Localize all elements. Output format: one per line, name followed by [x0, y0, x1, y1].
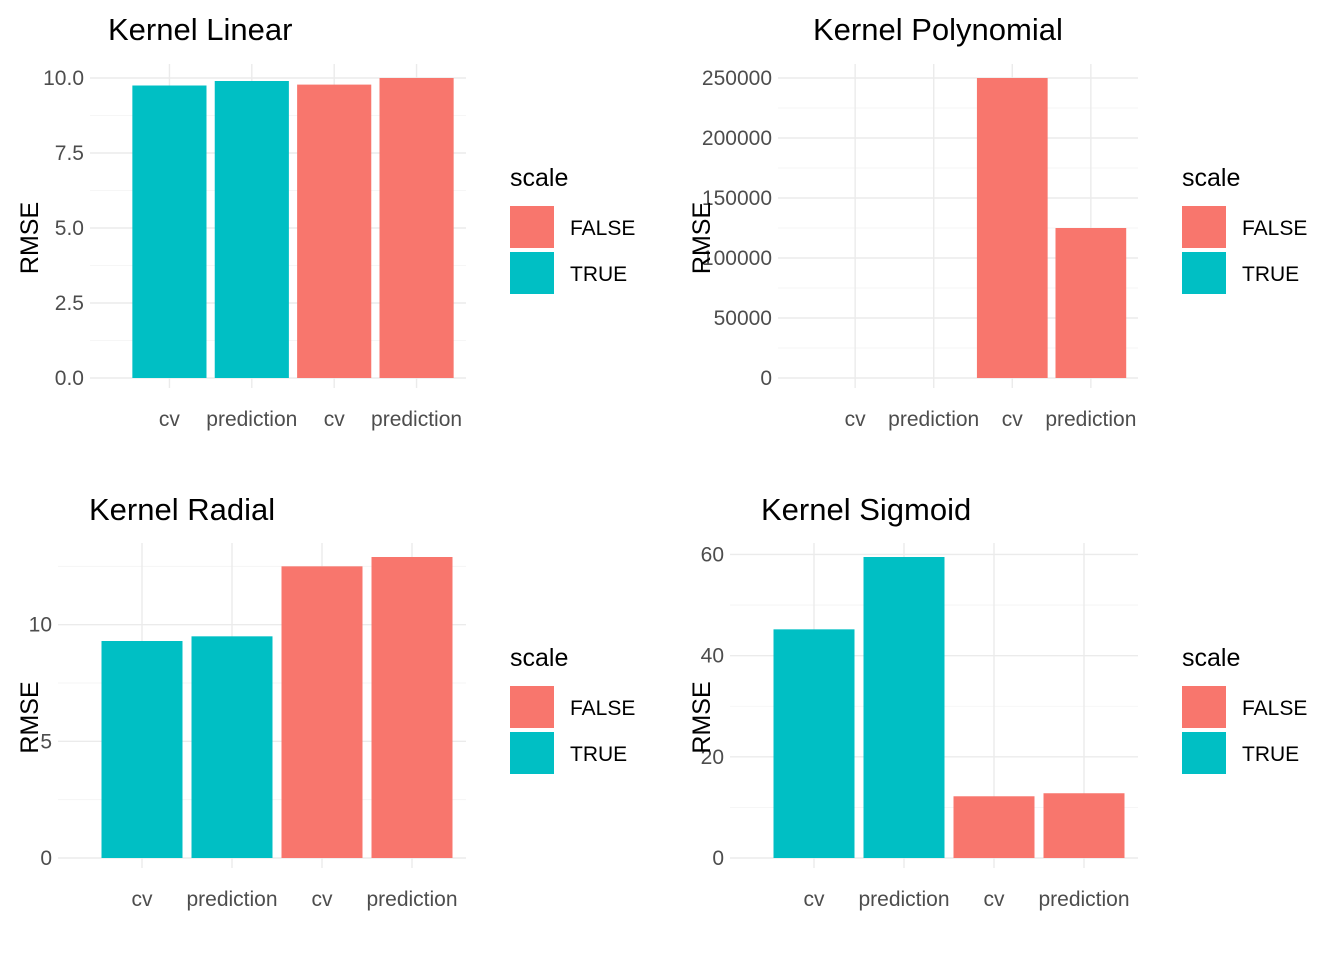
legend-key-true [510, 732, 554, 774]
legend-label-false: FALSE [1242, 697, 1307, 720]
y-axis-label: RMSE [16, 681, 44, 753]
x-tick-label: cv [804, 888, 826, 911]
chart-sigmoid: 0 20 40 60 cv prediction cv prediction Kernel … [688, 492, 1307, 911]
x-tick-label: cv [132, 888, 154, 911]
bar-cv-true [132, 85, 207, 378]
x-tick-label: cv [312, 888, 334, 911]
y-axis-label: RMSE [688, 681, 716, 753]
x-tick-label: cv [1002, 408, 1024, 431]
y-tick-label: 2.5 [55, 292, 84, 315]
legend-key-true [510, 252, 554, 294]
y-tick-label: 0 [40, 847, 52, 870]
bar-prediction-false [1055, 228, 1127, 378]
legend-key-false [510, 686, 554, 728]
chart-panel-polynomial: 0 50000 100000 150000 200000 250000 cv predict… [672, 0, 1344, 480]
y-tick-label: 100000 [702, 247, 772, 270]
y-tick-label: 50000 [714, 307, 772, 330]
y-tick-label: 10 [29, 614, 52, 637]
chart-polynomial: 0 50000 100000 150000 200000 250000 cv predict… [688, 12, 1307, 431]
bar-cv-false [281, 566, 363, 858]
y-tick-label: 60 [701, 543, 724, 566]
y-tick-label: 250000 [702, 67, 772, 90]
y-tick-label: 5 [40, 730, 52, 753]
bar-cv-false [976, 78, 1048, 378]
y-axis-label: RMSE [688, 202, 716, 274]
legend-label-true: TRUE [1242, 743, 1299, 766]
x-tick-label: prediction [206, 408, 297, 431]
chart-panel-sigmoid: 0 20 40 60 cv prediction cv prediction Kernel … [672, 480, 1344, 960]
bar-prediction-false [1043, 793, 1125, 858]
x-tick-label: prediction [1045, 408, 1136, 431]
x-tick-label: prediction [371, 408, 462, 431]
y-tick-label: 200000 [702, 127, 772, 150]
y-tick-label: 40 [701, 645, 724, 668]
legend-label-false: FALSE [1242, 217, 1307, 240]
chart-panel-linear: 0.0 2.5 5.0 7.5 10.0 cv prediction cv predictio… [0, 0, 672, 480]
chart-title: Kernel Radial [89, 492, 275, 527]
bar-cv-true [773, 629, 855, 858]
legend-label-true: TRUE [570, 743, 627, 766]
bar-prediction-false [371, 557, 453, 858]
legend: scale FALSE TRUE [510, 164, 635, 294]
legend-title: scale [1182, 164, 1240, 192]
legend: scale FALSE TRUE [1182, 164, 1307, 294]
x-tick-label: cv [845, 408, 867, 431]
x-tick-label: cv [984, 888, 1006, 911]
y-axis-label: RMSE [16, 202, 44, 274]
legend-title: scale [510, 164, 568, 192]
x-tick-label: prediction [888, 408, 979, 431]
y-tick-label: 150000 [702, 187, 772, 210]
chart-title: Kernel Polynomial [813, 12, 1063, 47]
y-tick-label: 20 [701, 746, 724, 769]
bar-prediction-true [214, 81, 289, 378]
x-tick-label: prediction [858, 888, 949, 911]
x-tick-label: prediction [1038, 888, 1129, 911]
chart-panel-radial: 0 5 10 cv prediction cv prediction Kernel Rad… [0, 480, 672, 960]
legend-key-false [1182, 686, 1226, 728]
legend: scale FALSE TRUE [1182, 644, 1307, 774]
legend-key-false [510, 206, 554, 248]
y-tick-label: 0.0 [55, 367, 84, 390]
legend-key-true [1182, 252, 1226, 294]
bar-prediction-true [863, 557, 945, 858]
legend-title: scale [510, 644, 568, 672]
legend-label-false: FALSE [570, 697, 635, 720]
chart-title: Kernel Linear [108, 12, 292, 47]
bar-cv-false [953, 796, 1035, 858]
bar-cv-true [101, 641, 183, 858]
y-tick-label: 0 [712, 847, 724, 870]
bar-prediction-false [379, 78, 454, 378]
legend-label-true: TRUE [1242, 263, 1299, 286]
chart-linear: 0.0 2.5 5.0 7.5 10.0 cv prediction cv predictio… [16, 12, 635, 431]
legend-title: scale [1182, 644, 1240, 672]
chart-title: Kernel Sigmoid [761, 492, 971, 527]
y-tick-label: 10.0 [43, 67, 84, 90]
y-tick-label: 7.5 [55, 142, 84, 165]
x-tick-label: cv [324, 408, 346, 431]
y-tick-label: 0 [760, 367, 772, 390]
x-tick-label: prediction [366, 888, 457, 911]
bar-prediction-true [191, 636, 273, 858]
x-tick-label: cv [159, 408, 181, 431]
x-tick-label: prediction [186, 888, 277, 911]
y-tick-label: 5.0 [55, 217, 84, 240]
legend: scale FALSE TRUE [510, 644, 635, 774]
legend-key-false [1182, 206, 1226, 248]
bar-cv-false [297, 84, 372, 378]
legend-key-true [1182, 732, 1226, 774]
legend-label-false: FALSE [570, 217, 635, 240]
legend-label-true: TRUE [570, 263, 627, 286]
chart-radial: 0 5 10 cv prediction cv prediction Kernel Rad… [16, 492, 635, 911]
